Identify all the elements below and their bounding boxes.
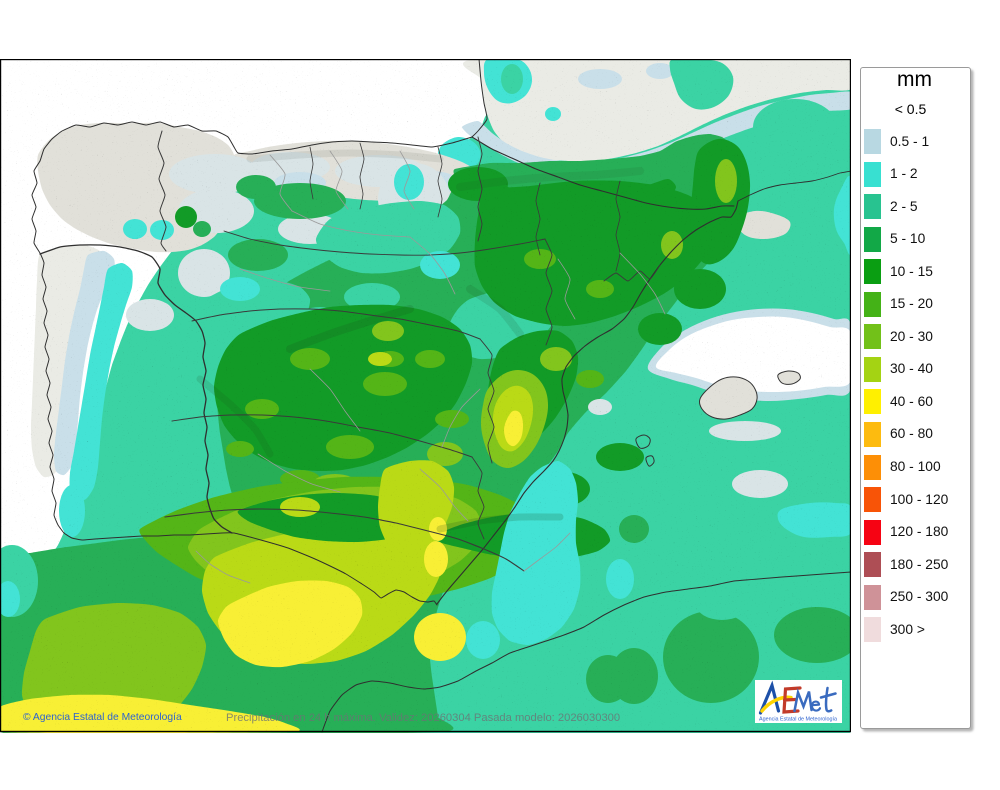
svg-text:Agencia Estatal de Meteorologí: Agencia Estatal de Meteorología (759, 717, 837, 723)
